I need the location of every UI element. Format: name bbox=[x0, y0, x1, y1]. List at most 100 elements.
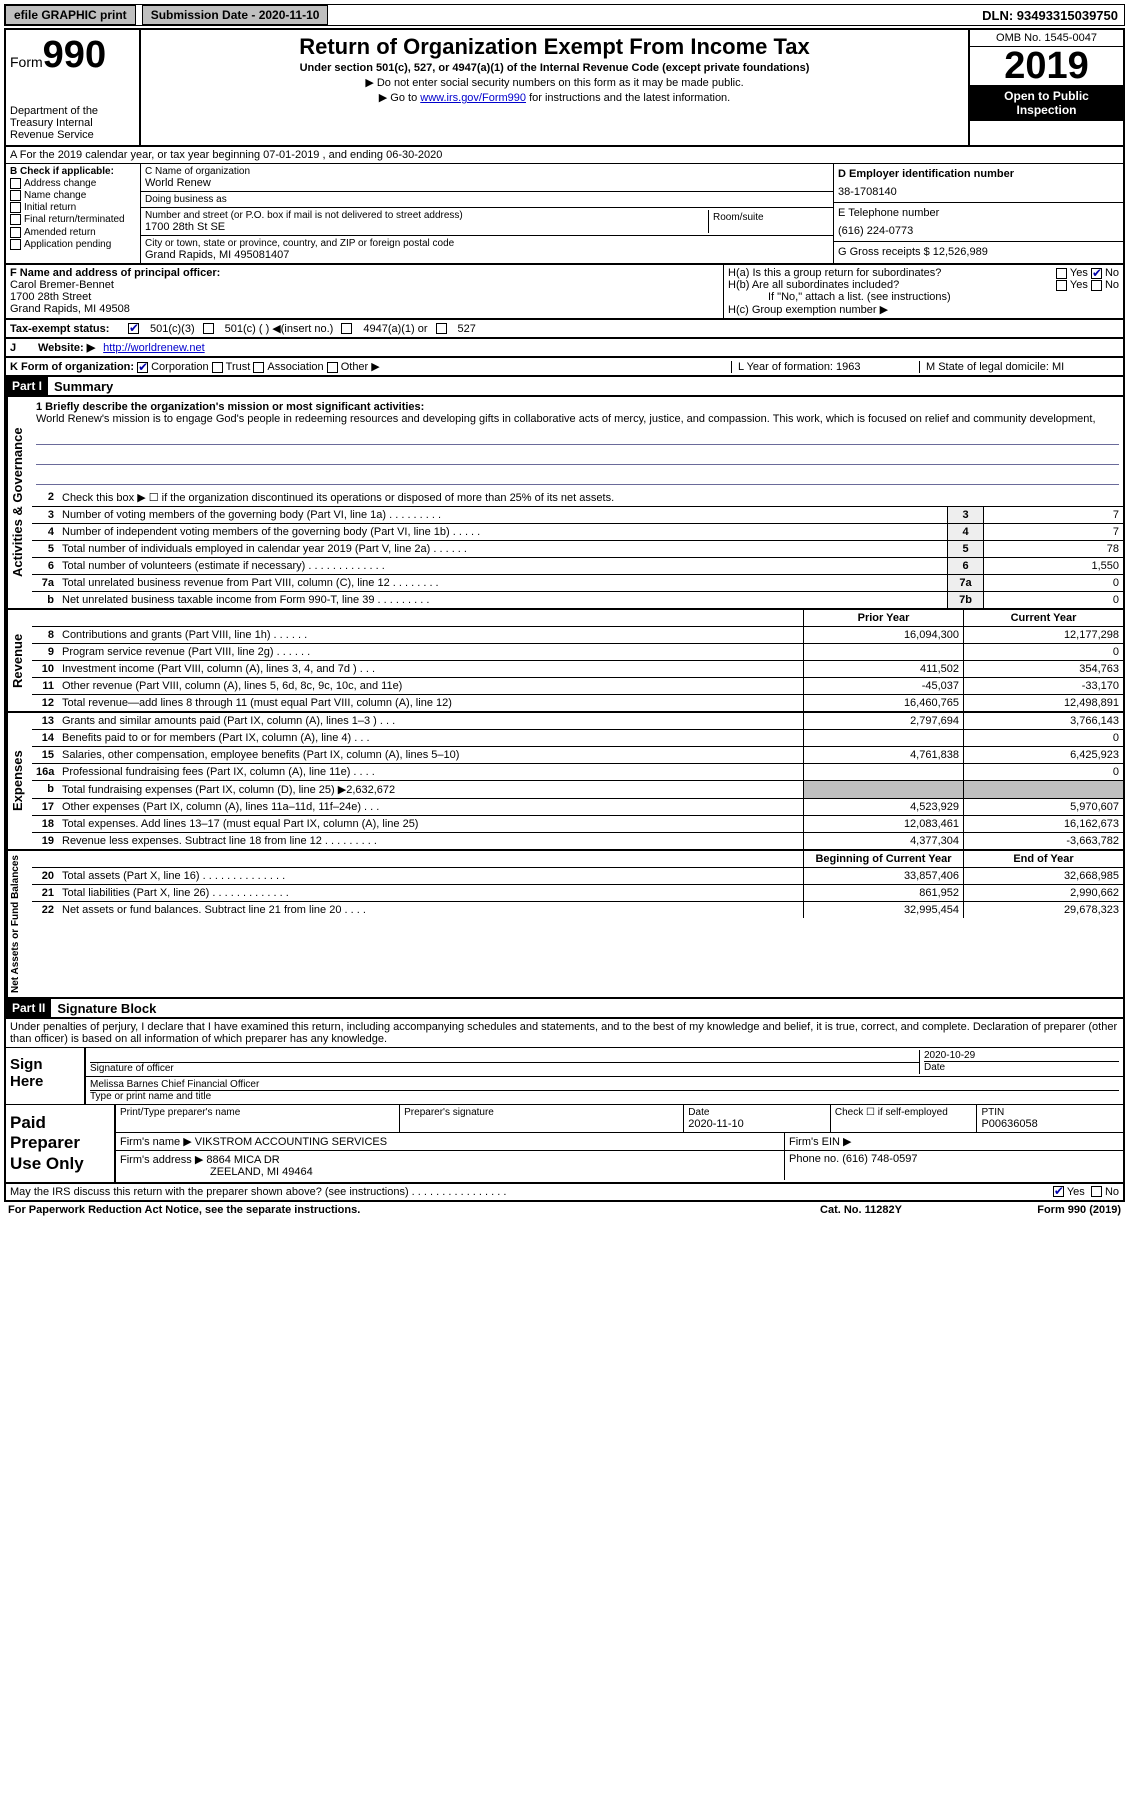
table-row: 18Total expenses. Add lines 13–17 (must … bbox=[32, 816, 1123, 833]
row-a-period: A For the 2019 calendar year, or tax yea… bbox=[4, 147, 1125, 164]
sig-declaration: Under penalties of perjury, I declare th… bbox=[6, 1019, 1123, 1047]
firm-addr-label: Firm's address ▶ bbox=[120, 1154, 203, 1166]
prep-col4: Check ☐ if self-employed bbox=[831, 1105, 978, 1132]
cb-name-change[interactable]: Name change bbox=[10, 190, 136, 201]
instructions-link[interactable]: www.irs.gov/Form990 bbox=[420, 92, 526, 104]
table-row: 13Grants and similar amounts paid (Part … bbox=[32, 713, 1123, 730]
cb-app-pending[interactable]: Application pending bbox=[10, 239, 136, 250]
website-label: Website: ▶ bbox=[38, 341, 95, 354]
col-b-header: B Check if applicable: bbox=[10, 166, 136, 177]
table-row: bTotal fundraising expenses (Part IX, co… bbox=[32, 781, 1123, 799]
form-title: Return of Organization Exempt From Incom… bbox=[145, 34, 964, 60]
ptin-value: P00636058 bbox=[981, 1118, 1119, 1130]
org-name: World Renew bbox=[145, 177, 829, 189]
side-governance: Activities & Governance bbox=[6, 397, 32, 608]
cb-501c[interactable] bbox=[203, 323, 214, 334]
firm-city: ZEELAND, MI 49464 bbox=[120, 1166, 313, 1178]
opt-527: 527 bbox=[458, 323, 476, 335]
table-row: 9Program service revenue (Part VIII, lin… bbox=[32, 644, 1123, 661]
sig-date-label: Date bbox=[924, 1061, 1119, 1073]
tax-status-row: Tax-exempt status: 501(c)(3) 501(c) ( ) … bbox=[4, 320, 1125, 339]
mission-text: World Renew's mission is to engage God's… bbox=[36, 413, 1119, 425]
sign-here-label: Sign Here bbox=[6, 1048, 86, 1104]
side-revenue: Revenue bbox=[6, 610, 32, 711]
cb-4947[interactable] bbox=[341, 323, 352, 334]
cb-501c3[interactable] bbox=[128, 323, 139, 334]
dept-text: Department of the Treasury Internal Reve… bbox=[10, 105, 135, 141]
discuss-row: May the IRS discuss this return with the… bbox=[4, 1184, 1125, 1202]
ein-value: 38-1708140 bbox=[838, 186, 1119, 198]
cb-amended-return[interactable]: Amended return bbox=[10, 227, 136, 238]
part1-header: Part I Summary bbox=[4, 377, 1125, 397]
table-row: 20Total assets (Part X, line 16) . . . .… bbox=[32, 868, 1123, 885]
table-row: 21Total liabilities (Part X, line 26) . … bbox=[32, 885, 1123, 902]
cb-assoc[interactable] bbox=[253, 362, 264, 373]
opt-corp: Corporation bbox=[151, 361, 208, 373]
netassets-table: Net Assets or Fund Balances Beginning of… bbox=[4, 851, 1125, 999]
discuss-no[interactable] bbox=[1091, 1186, 1102, 1197]
begin-year-hdr: Beginning of Current Year bbox=[803, 851, 963, 867]
submission-date-button[interactable]: Submission Date - 2020-11-10 bbox=[142, 5, 329, 25]
table-row: 7aTotal unrelated business revenue from … bbox=[32, 575, 1123, 592]
cb-527[interactable] bbox=[436, 323, 447, 334]
paperwork-notice: For Paperwork Reduction Act Notice, see … bbox=[8, 1204, 761, 1216]
name-title-label: Type or print name and title bbox=[90, 1090, 1119, 1102]
table-row: 22Net assets or fund balances. Subtract … bbox=[32, 902, 1123, 918]
hb-note: If "No," attach a list. (see instruction… bbox=[728, 291, 1119, 303]
table-row: 17Other expenses (Part IX, column (A), l… bbox=[32, 799, 1123, 816]
sig-date: 2020-10-29 bbox=[924, 1050, 1119, 1061]
col-b: B Check if applicable: Address change Na… bbox=[6, 164, 141, 263]
table-row: 6Total number of volunteers (estimate if… bbox=[32, 558, 1123, 575]
col-h: H(a) Is this a group return for subordin… bbox=[723, 265, 1123, 318]
cb-address-change[interactable]: Address change bbox=[10, 178, 136, 189]
cb-trust[interactable] bbox=[212, 362, 223, 373]
k-label: K Form of organization: bbox=[10, 361, 134, 373]
tax-status-label: Tax-exempt status: bbox=[10, 323, 120, 335]
form-word: Form bbox=[10, 54, 43, 70]
f-street: 1700 28th Street bbox=[10, 291, 719, 303]
part1-badge: Part I bbox=[6, 377, 48, 395]
form-number: 990 bbox=[43, 34, 106, 77]
f-label: F Name and address of principal officer: bbox=[10, 267, 719, 279]
no-label: No bbox=[1105, 1186, 1119, 1198]
website-row: J Website: ▶ http://worldrenew.net bbox=[4, 339, 1125, 358]
opt-4947: 4947(a)(1) or bbox=[363, 323, 427, 335]
sub3-pre: ▶ Go to bbox=[379, 92, 420, 104]
dln-text: DLN: 93493315039750 bbox=[982, 8, 1124, 23]
table-row: 11Other revenue (Part VIII, column (A), … bbox=[32, 678, 1123, 695]
street-label: Number and street (or P.O. box if mail i… bbox=[145, 210, 708, 221]
table-row: 14Benefits paid to or for members (Part … bbox=[32, 730, 1123, 747]
website-link[interactable]: http://worldrenew.net bbox=[103, 342, 205, 354]
discuss-yes[interactable] bbox=[1053, 1186, 1064, 1197]
side-netassets: Net Assets or Fund Balances bbox=[6, 851, 32, 997]
cb-final-return[interactable]: Final return/terminated bbox=[10, 214, 136, 225]
governance-table: Activities & Governance 1 Briefly descri… bbox=[4, 397, 1125, 610]
firm-addr: 8864 MICA DR bbox=[206, 1154, 279, 1166]
subtitle-2: ▶ Do not enter social security numbers o… bbox=[145, 76, 964, 89]
cb-other[interactable] bbox=[327, 362, 338, 373]
form-header: Form 990 Department of the Treasury Inte… bbox=[4, 28, 1125, 147]
table-row: 4Number of independent voting members of… bbox=[32, 524, 1123, 541]
ha-label: H(a) Is this a group return for subordin… bbox=[728, 267, 941, 279]
col-d: D Employer identification number 38-1708… bbox=[833, 164, 1123, 263]
opt-501c: 501(c) ( ) ◀(insert no.) bbox=[225, 322, 334, 335]
city-label: City or town, state or province, country… bbox=[145, 238, 829, 249]
cb-initial-return[interactable]: Initial return bbox=[10, 202, 136, 213]
end-year-hdr: End of Year bbox=[963, 851, 1123, 867]
mission-label: 1 Briefly describe the organization's mi… bbox=[36, 401, 1119, 413]
prep-date: 2020-11-10 bbox=[688, 1118, 826, 1130]
prep-col3: Date bbox=[688, 1107, 826, 1118]
table-row: 16aProfessional fundraising fees (Part I… bbox=[32, 764, 1123, 781]
part2-badge: Part II bbox=[6, 999, 51, 1017]
open-public-badge: Open to Public Inspection bbox=[970, 85, 1123, 121]
current-year-hdr: Current Year bbox=[963, 610, 1123, 626]
table-row: 3Number of voting members of the governi… bbox=[32, 507, 1123, 524]
prep-col5: PTIN bbox=[981, 1107, 1119, 1118]
table-row: 19Revenue less expenses. Subtract line 1… bbox=[32, 833, 1123, 849]
cb-corp[interactable] bbox=[137, 362, 148, 373]
table-row: 5Total number of individuals employed in… bbox=[32, 541, 1123, 558]
efile-button[interactable]: efile GRAPHIC print bbox=[5, 5, 136, 25]
kform-row: K Form of organization: Corporation Trus… bbox=[4, 358, 1125, 377]
gross-receipts: G Gross receipts $ 12,526,989 bbox=[834, 242, 1123, 262]
dba-label: Doing business as bbox=[145, 194, 829, 205]
